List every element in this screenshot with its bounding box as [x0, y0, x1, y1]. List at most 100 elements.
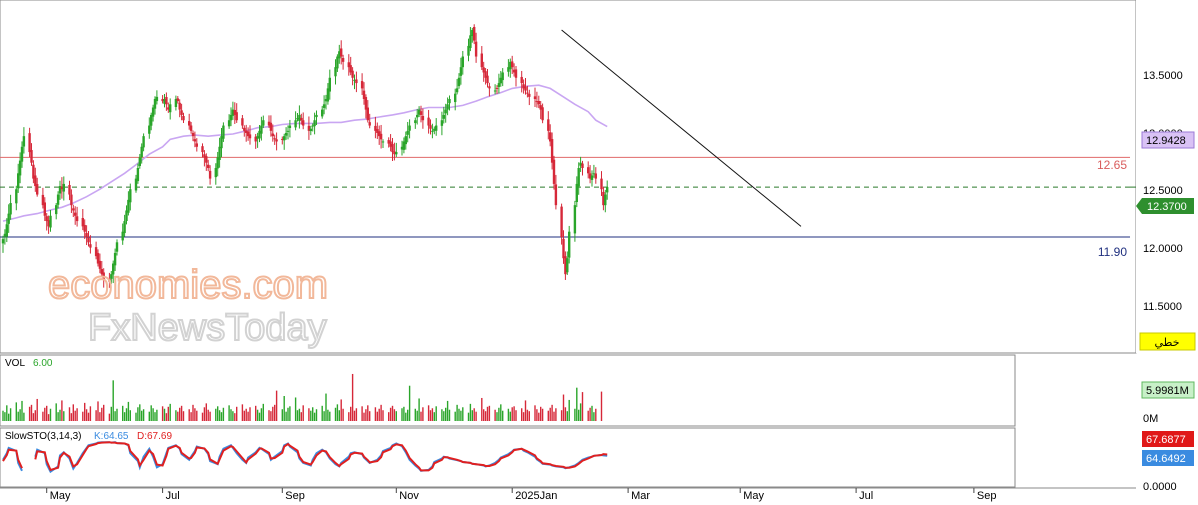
candle-body: [28, 133, 31, 153]
candle-body: [214, 168, 217, 178]
volume-bar: [249, 407, 251, 421]
volume-bar: [148, 411, 150, 421]
volume-bar: [323, 411, 325, 421]
candle-body: [417, 109, 421, 115]
volume-bar: [222, 407, 225, 421]
volume-bar: [473, 408, 475, 421]
volume-bar: [427, 405, 430, 421]
candle-body: [56, 194, 60, 205]
volume-bar: [116, 408, 118, 421]
candle-body: [161, 98, 164, 102]
candle-body: [262, 120, 265, 126]
candle-body: [32, 164, 35, 179]
volume-bar: [578, 409, 580, 421]
volume-bar: [526, 409, 529, 421]
candle-body: [514, 69, 518, 78]
candle-body: [108, 278, 111, 282]
volume-bar: [310, 410, 312, 421]
volume-bar: [350, 406, 352, 421]
volume-bar: [163, 408, 166, 421]
candle-body: [509, 61, 512, 70]
volume-bar: [270, 411, 272, 421]
volume-panel-background: [0, 354, 1016, 427]
volume-bar: [551, 404, 553, 421]
candle-body: [404, 136, 407, 145]
stochastic-panel: SlowSTO(3,14,3) K:64.65 D:67.69: [0, 427, 1016, 488]
candle-body: [235, 112, 238, 121]
volume-bar: [28, 406, 31, 421]
candle-body: [341, 58, 345, 62]
volume-bar: [194, 408, 196, 421]
price-panel: economies.com FxNewsToday 12.65 11.90: [0, 0, 1137, 354]
volume-bar: [135, 412, 137, 421]
volume-bar: [376, 411, 378, 421]
volume-bar: [566, 411, 568, 421]
volume-bar: [342, 408, 344, 421]
candle-body: [562, 238, 565, 259]
volume-bar: [321, 405, 323, 421]
candle-body: [188, 121, 191, 126]
candle-body: [218, 146, 221, 160]
volume-bar: [416, 410, 418, 421]
volume-bar: [245, 408, 247, 421]
volume-bar: [380, 404, 382, 421]
candle-body: [526, 92, 529, 94]
volume-bar: [30, 404, 33, 421]
volume-bar: [36, 398, 38, 421]
candle-body: [497, 83, 501, 87]
candle-body: [495, 87, 499, 89]
volume-bar: [141, 410, 143, 421]
candle-body: [501, 72, 504, 81]
chart-type-tag[interactable]: [1139, 332, 1196, 351]
volume-bar: [403, 406, 405, 421]
volume-bar: [486, 406, 489, 421]
volume-bar: [325, 393, 327, 421]
candle-body: [606, 187, 609, 193]
volume-bar: [363, 412, 365, 421]
candle-body: [440, 120, 444, 126]
candle-body: [429, 125, 432, 129]
volume-bar: [161, 406, 164, 421]
candle-body: [446, 104, 449, 110]
stochastic-k-label: K:64.65: [94, 431, 129, 442]
volume-bar: [55, 403, 57, 421]
trendline-line[interactable]: [561, 29, 802, 227]
volume-bar: [422, 407, 424, 421]
volume-bar: [230, 409, 232, 421]
volume-bar: [521, 408, 523, 421]
volume-bar: [112, 380, 114, 421]
volume-bar: [355, 408, 358, 421]
volume-bar: [9, 408, 12, 421]
volume-bar: [500, 404, 502, 421]
candle-body: [533, 96, 537, 99]
watermark-line1: economies.com: [48, 263, 328, 307]
candle-body: [123, 221, 126, 234]
volume-bar: [274, 404, 276, 421]
candle-body: [324, 99, 328, 102]
candle-body: [406, 130, 409, 135]
volume-bar: [108, 413, 111, 421]
candle-body: [368, 122, 371, 126]
candle-body: [72, 208, 75, 211]
candle-body: [482, 67, 485, 73]
trendline: [561, 29, 802, 227]
candle-body: [246, 131, 250, 137]
volume-bar: [103, 404, 105, 421]
candle-body: [408, 125, 411, 131]
candle-body: [467, 45, 470, 56]
candle-body: [560, 206, 563, 237]
volume-bar: [217, 406, 219, 421]
candle-body: [376, 129, 379, 133]
volume-bar: [378, 408, 380, 421]
volume-bar: [388, 412, 390, 421]
volume-bar: [287, 407, 289, 421]
candle-body: [473, 26, 476, 41]
candle-body: [286, 130, 290, 132]
candle-body: [62, 183, 65, 192]
candles: [1, 24, 609, 288]
volume-bar: [234, 413, 236, 421]
stochastic-k-box: [1142, 450, 1194, 466]
volume-bar: [498, 407, 500, 421]
volume-tick-0: 0M: [1143, 413, 1158, 425]
candle-body: [180, 110, 183, 115]
